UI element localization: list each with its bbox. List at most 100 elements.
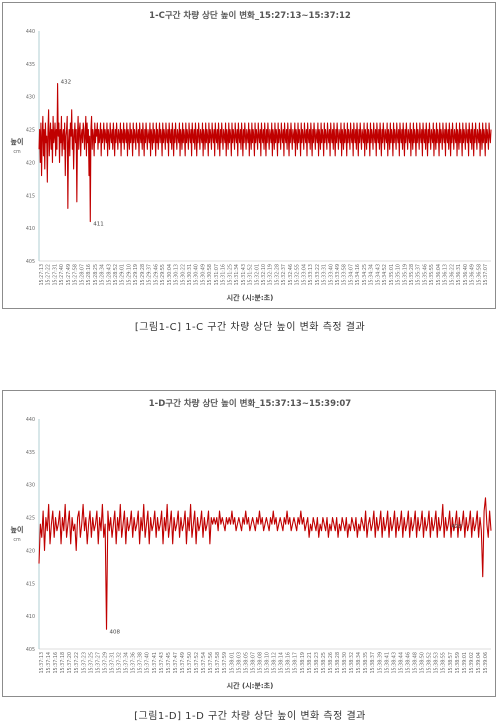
x-tick-label: 15:32:55	[295, 264, 301, 286]
x-tick-label: 15:33:40	[328, 264, 334, 286]
y-tick-label: 430	[26, 483, 35, 489]
x-tick-label: 15:38:34	[356, 652, 362, 674]
x-tick-label: 15:38:59	[455, 652, 461, 674]
x-tick-label: 15:34:07	[348, 264, 354, 286]
x-tick-label: 15:33:58	[342, 264, 348, 286]
y-tick-label: 430	[26, 95, 35, 101]
x-tick-label: 15:38:26	[328, 652, 334, 674]
x-tick-label: 15:32:37	[281, 264, 287, 286]
x-tick-label: 15:34:43	[375, 264, 381, 286]
x-tick-label: 15:37:27	[95, 652, 101, 674]
x-tick-label: 15:37:54	[201, 652, 207, 674]
x-tick-label: 15:35:46	[422, 264, 428, 286]
x-tick-label: 15:38:19	[300, 652, 306, 674]
x-tick-label: 15:33:13	[308, 264, 314, 286]
x-tick-label: 15:38:03	[236, 652, 242, 674]
x-tick-label: 15:39:04	[476, 652, 482, 674]
x-tick-label: 15:37:50	[187, 652, 193, 674]
x-tick-label: 15:37:22	[74, 652, 80, 674]
x-tick-label: 15:28:07	[79, 264, 85, 286]
x-tick-label: 15:35:01	[389, 264, 395, 286]
x-tick-label: 15:37:36	[131, 652, 137, 674]
chart-1d: 1-D구간 차량 상단 높이 변화_15:37:13~15:39:07 405 41…	[11, 398, 492, 690]
x-tick-label: 15:28:16	[86, 264, 92, 286]
y-tick-label: 425	[26, 516, 35, 522]
x-tick-label: 15:32:01	[254, 264, 260, 286]
x-tick-label: 15:36:40	[463, 264, 469, 286]
x-tick-label: 15:37:16	[53, 652, 59, 674]
x-tick-label: 15:37:49	[180, 652, 186, 674]
data-label: 408	[110, 629, 121, 635]
x-tick-label: 15:29:19	[133, 264, 139, 286]
x-tick-label: 15:31:52	[248, 264, 254, 286]
figure-caption-1d: [그림1-D] 1-D 구간 차량 상단 높이 변화 측정 결과	[134, 711, 366, 722]
data-label: 411	[93, 222, 104, 228]
x-tick-label: 15:37:45	[166, 652, 172, 674]
x-tick-label: 15:37:25	[88, 652, 94, 674]
x-tick-label: 15:38:25	[321, 652, 327, 674]
x-tick-label: 15:32:46	[288, 264, 294, 286]
x-tick-label: 15:33:22	[315, 264, 321, 286]
x-tick-label: 15:37:58	[215, 652, 221, 674]
series-line	[38, 497, 492, 630]
x-tick-label: 15:37:32	[117, 652, 123, 674]
chart-panel-1c: 1-C구간 차량 상단 높이 변화_15:27:13~15:37:12 405 41…	[2, 2, 496, 309]
x-tick-label: 15:36:13	[443, 264, 449, 286]
x-tick-label: 15:33:04	[301, 264, 307, 286]
x-tick-label: 15:34:34	[369, 264, 375, 286]
x-tick-label: 15:31:25	[227, 264, 233, 286]
x-tick-label: 15:38:14	[279, 652, 285, 674]
x-tick-label: 15:28:34	[100, 264, 106, 286]
y-axis-unit: cm	[13, 538, 21, 543]
x-tick-label: 15:35:28	[409, 264, 415, 286]
y-tick-label: 435	[26, 450, 35, 456]
x-tick-label: 15:27:22	[46, 264, 52, 286]
y-axis-label: 높이	[11, 525, 24, 534]
y-tick-label: 420	[26, 160, 35, 166]
x-tick-label: 15:38:21	[307, 652, 313, 674]
x-tick-label: 15:37:18	[60, 652, 66, 674]
x-tick-label: 15:38:41	[384, 652, 390, 674]
x-tick-label: 15:31:16	[221, 264, 227, 286]
x-tick-label: 15:36:22	[449, 264, 455, 286]
x-tick-label: 15:38:50	[420, 652, 426, 674]
x-tick-label: 15:38:52	[427, 652, 433, 674]
x-tick-label: 15:33:49	[335, 264, 341, 286]
x-tick-label: 15:30:22	[180, 264, 186, 286]
x-tick-label: 15:29:46	[153, 264, 159, 286]
x-tick-label: 15:38:01	[229, 652, 235, 674]
x-tick-label: 15:28:25	[93, 264, 99, 286]
y-axis-unit: cm	[13, 150, 21, 155]
x-tick-label: 15:27:13	[39, 264, 45, 286]
data-label: 432	[61, 80, 72, 86]
figure-caption-1c: [그림1-C] 1-C 구간 차량 상단 높이 변화 측정 결과	[134, 322, 366, 333]
x-tick-label: 15:38:39	[377, 652, 383, 674]
y-tick-label: 405	[26, 259, 35, 265]
x-tick-label: 15:32:10	[261, 264, 267, 286]
x-tick-label: 15:38:32	[349, 652, 355, 674]
x-tick-label: 15:37:29	[102, 652, 108, 674]
x-tick-label: 15:36:31	[456, 264, 462, 286]
x-tick-label: 15:38:05	[243, 652, 249, 674]
y-axis-label: 높이	[11, 137, 24, 146]
x-tick-label: 15:34:16	[355, 264, 361, 286]
x-tick-label: 15:37:59	[222, 652, 228, 674]
x-tick-label: 15:30:13	[174, 264, 180, 286]
x-tick-label: 15:37:41	[152, 652, 158, 674]
chart-panel-1d: 1-D구간 차량 상단 높이 변화_15:37:13~15:39:07 405 41…	[2, 390, 496, 697]
x-tick-label: 15:38:12	[272, 652, 278, 674]
x-tick-label: 15:36:58	[476, 264, 482, 286]
x-tick-label: 15:38:43	[391, 652, 397, 674]
chart-1c: 1-C구간 차량 상단 높이 변화_15:27:13~15:37:12 405 41…	[11, 10, 492, 302]
x-tick-label: 15:30:58	[207, 264, 213, 286]
x-tick-label: 15:37:13	[39, 652, 45, 674]
x-tick-label: 15:38:07	[250, 652, 256, 674]
x-tick-label: 15:27:58	[73, 264, 79, 286]
x-tick-label: 15:38:28	[335, 652, 341, 674]
x-tick-label: 15:32:19	[268, 264, 274, 286]
x-tick-label: 15:35:37	[416, 264, 422, 286]
y-tick-label: 405	[26, 647, 35, 653]
x-axis-label: 시간 (시:분:초)	[227, 681, 274, 690]
x-tick-label: 15:38:35	[363, 652, 369, 674]
y-tick-label: 440	[26, 29, 35, 35]
